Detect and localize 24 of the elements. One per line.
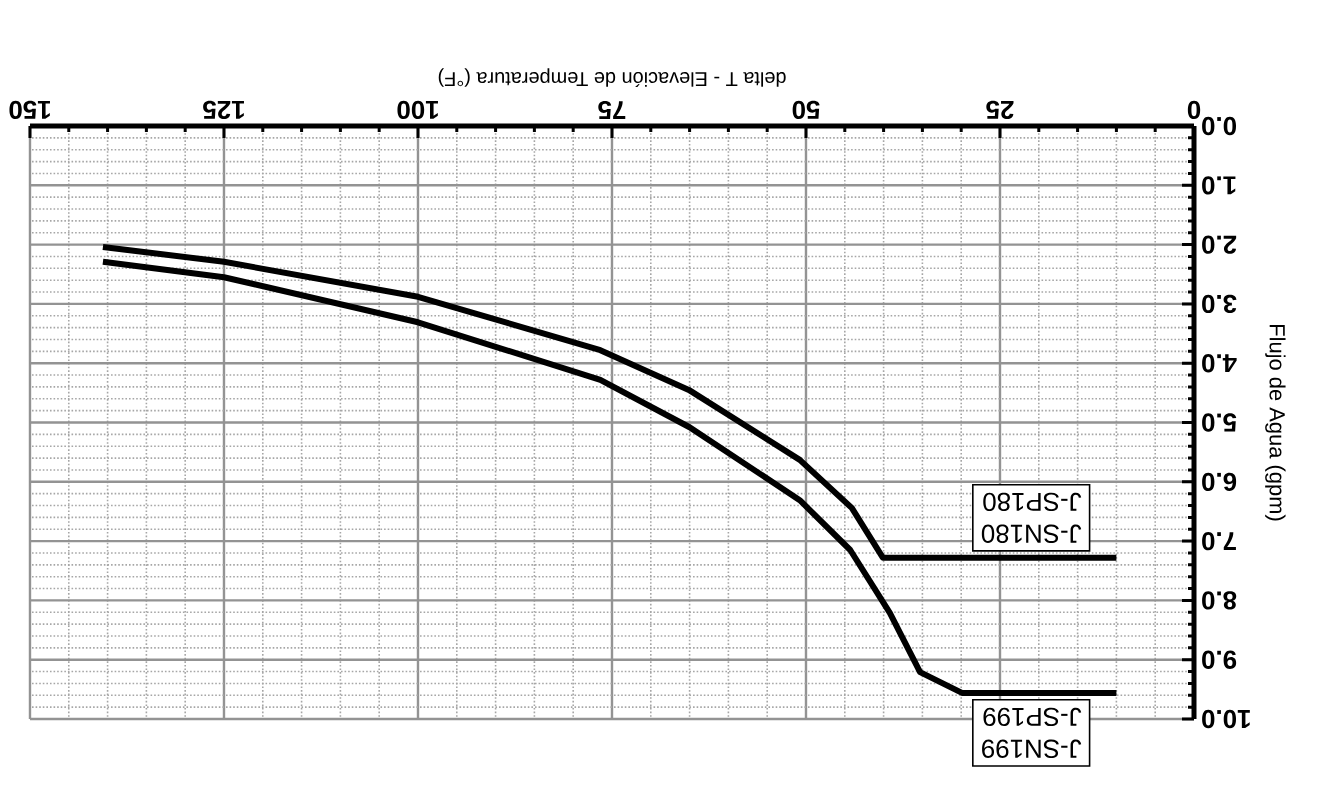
x-tick-label: 150 (9, 100, 50, 119)
x-tick-label: 75 (598, 100, 626, 119)
annotation: J-SP180 (983, 492, 1082, 512)
x-tick-label: 125 (203, 100, 244, 119)
y-tick-label: 10.0 (1202, 709, 1250, 729)
y-tick-label: 5.0 (1202, 413, 1237, 432)
annotation: J-SN180 (981, 524, 1082, 543)
y-tick-label: 8.0 (1202, 591, 1237, 610)
x-tick-label: 100 (397, 100, 438, 119)
x-axis-title: delta T - Elevación de Temperatura (°F) (438, 68, 786, 87)
y-tick-label: 7.0 (1202, 531, 1236, 551)
y-tick-label: 1.0 (1202, 176, 1236, 195)
y-axis-title: Flujo de Agua (gpm) (1265, 325, 1286, 521)
text: J-SN199 (982, 739, 1082, 758)
y-tick-label: 4.0 (1202, 354, 1237, 373)
x-tick-label: 50 (792, 100, 820, 119)
y-tick-label: 2.0 (1202, 235, 1237, 254)
x-tick-label: 0 (1187, 100, 1201, 119)
y-tick-label: 9.0 (1202, 650, 1237, 669)
y-tick-label: 3.0 (1202, 294, 1237, 314)
x-tick-label: 25 (986, 100, 1014, 119)
annotation: J-SP199 (983, 707, 1082, 727)
y-tick-label: 0.0 (1202, 116, 1237, 136)
y-tick-label: 6.0 (1202, 472, 1237, 491)
